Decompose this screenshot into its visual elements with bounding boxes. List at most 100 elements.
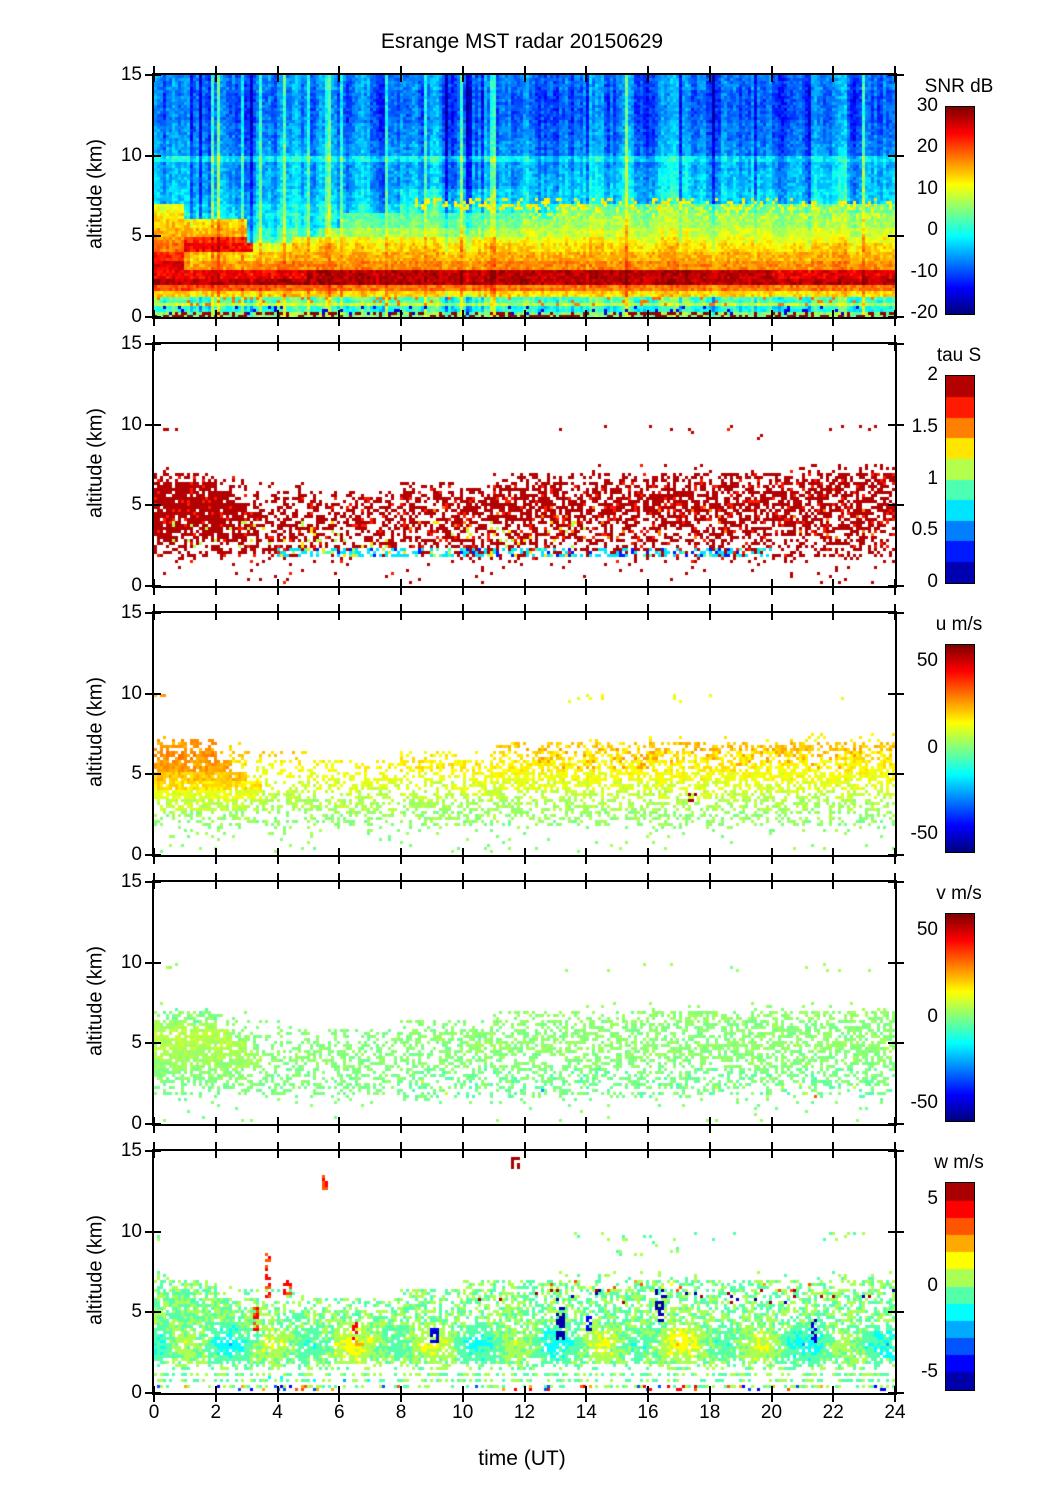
x-tick [338,1386,341,1402]
x-tick-label: 12 [513,1402,536,1423]
y-tick [888,316,904,318]
x-tick [523,579,526,595]
x-tick [832,66,835,82]
colorbar-tick-label: 2 [927,364,938,385]
colorbar-tick-label: 0 [927,1005,938,1027]
y-axis-title: altitude (km) [84,1214,107,1326]
x-tick [708,1386,711,1402]
y-tick [145,1392,161,1394]
colorbar-tick-label: -50 [910,1091,938,1113]
colorbar-title: tau S [936,345,982,366]
y-tick-label: 10 [120,682,142,704]
colorbar-tick-label: 0 [927,1274,938,1296]
x-tick [461,1117,464,1133]
x-tick [647,848,649,864]
x-tick [832,1142,835,1158]
x-tick [894,848,896,864]
x-tick [523,310,526,326]
x-tick [770,335,773,351]
x-tick [585,848,588,864]
x-tick [647,579,649,595]
y-tick-label: 10 [120,144,142,166]
y-tick [145,692,161,695]
y-tick [888,74,904,76]
x-tick [400,1142,402,1158]
x-tick [276,66,279,82]
x-tick [770,1386,773,1402]
x-tick-label: 10 [452,1402,474,1423]
x-tick [461,310,464,326]
colorbar-tick-label: 0 [927,736,938,758]
y-tick [888,692,904,695]
colorbar-tick-label: 50 [916,650,938,672]
v-heatmap-canvas [154,882,895,1124]
x-tick [708,310,711,326]
y-tick [145,612,161,614]
x-tick [647,1117,649,1133]
x-tick [400,335,402,351]
x-tick [338,335,341,351]
x-tick [585,1386,588,1402]
y-tick [888,343,904,345]
x-tick [153,579,155,595]
x-tick [153,1386,155,1402]
x-tick [153,310,155,326]
colorbar-tick-label: -5 [921,1360,938,1382]
x-tick [461,848,464,864]
y-tick-label: 15 [120,602,142,623]
w-colorbar-canvas [946,1183,974,1390]
y-tick [888,235,904,238]
y-tick [145,235,161,238]
y-tick-label: 5 [131,1032,142,1054]
x-tick [214,873,217,889]
colorbar-u [945,644,975,853]
colorbar-tick-label: 0 [927,219,938,241]
y-tick-label: 5 [131,225,142,247]
x-tick [770,1117,773,1133]
panel-v [145,873,904,1133]
x-tick [338,579,341,595]
x-tick-label: 24 [884,1402,906,1423]
y-tick [145,854,161,856]
y-tick [145,773,161,776]
y-tick [888,1230,904,1233]
x-tick [400,873,402,889]
y-tick [145,1123,161,1125]
x-tick [708,66,711,82]
x-tick [708,848,711,864]
x-tick [523,873,526,889]
panel-tau [145,335,904,595]
x-tick [894,1386,896,1402]
x-tick [276,1386,279,1402]
x-tick [770,1142,773,1158]
x-tick [647,335,649,351]
x-tick [461,1142,464,1158]
y-tick-label: 15 [120,64,142,85]
x-tick [523,335,526,351]
x-tick [400,310,402,326]
y-tick [145,1230,161,1233]
y-axis-title: altitude (km) [84,676,107,788]
x-tick [214,1142,217,1158]
x-tick [708,1117,711,1133]
x-tick [400,1386,402,1402]
x-tick [338,310,341,326]
colorbar-tick-label: -10 [910,260,938,282]
y-axis-title: altitude (km) [84,138,107,250]
y-tick [145,1042,161,1045]
tau-heatmap-canvas [154,344,895,586]
x-tick [770,604,773,620]
u-heatmap-canvas [154,613,895,855]
colorbar-SNR [945,106,975,315]
y-tick [888,1392,904,1394]
y-tick [145,504,161,507]
colorbar-tick-label: 0.5 [911,519,938,541]
x-tick [276,1142,279,1158]
x-tick-label: 14 [575,1402,597,1423]
y-tick [145,961,161,964]
x-tick [461,873,464,889]
y-tick-label: 10 [120,413,142,435]
y-tick-label: 5 [131,494,142,516]
colorbar-title: w m/s [934,1152,984,1173]
x-tick [585,604,588,620]
